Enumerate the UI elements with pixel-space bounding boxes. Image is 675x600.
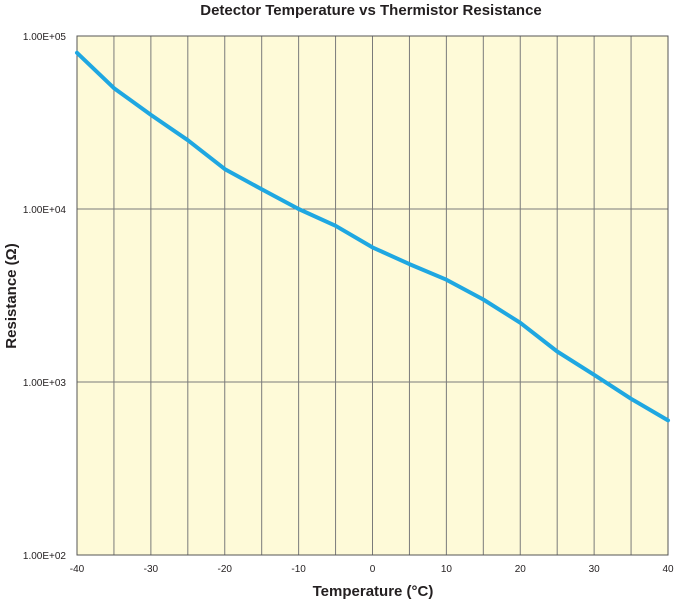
y-tick-label: 1.00E+02 (23, 551, 67, 562)
x-tick-label: -20 (218, 564, 233, 575)
y-tick-label: 1.00E+03 (23, 378, 67, 389)
y-tick-label: 1.00E+04 (23, 205, 67, 216)
grid (76, 35, 669, 556)
series-layer (75, 50, 670, 423)
y-tick-label: 1.00E+05 (23, 32, 67, 43)
series-line (75, 50, 670, 423)
chart-title: Detector Temperature vs Thermistor Resis… (200, 2, 542, 19)
plot-frame (76, 35, 669, 556)
x-tick-label: -30 (144, 564, 159, 575)
x-tick-label: 40 (662, 564, 674, 575)
x-tick-label: -40 (70, 564, 85, 575)
x-tick-label: 30 (589, 564, 601, 575)
x-tick-label: 0 (370, 564, 376, 575)
tick-labels: -40 -30 -20 -10 0 10 20 30 40 1.00E+02 1.00E+03 1.0… (23, 32, 674, 575)
x-tick-label: -10 (291, 564, 306, 575)
x-tick-label: 10 (441, 564, 453, 575)
x-axis-title: Temperature (°C) (313, 583, 434, 600)
y-axis-title: Resistance (Ω) (3, 243, 20, 348)
x-tick-label: 20 (515, 564, 527, 575)
